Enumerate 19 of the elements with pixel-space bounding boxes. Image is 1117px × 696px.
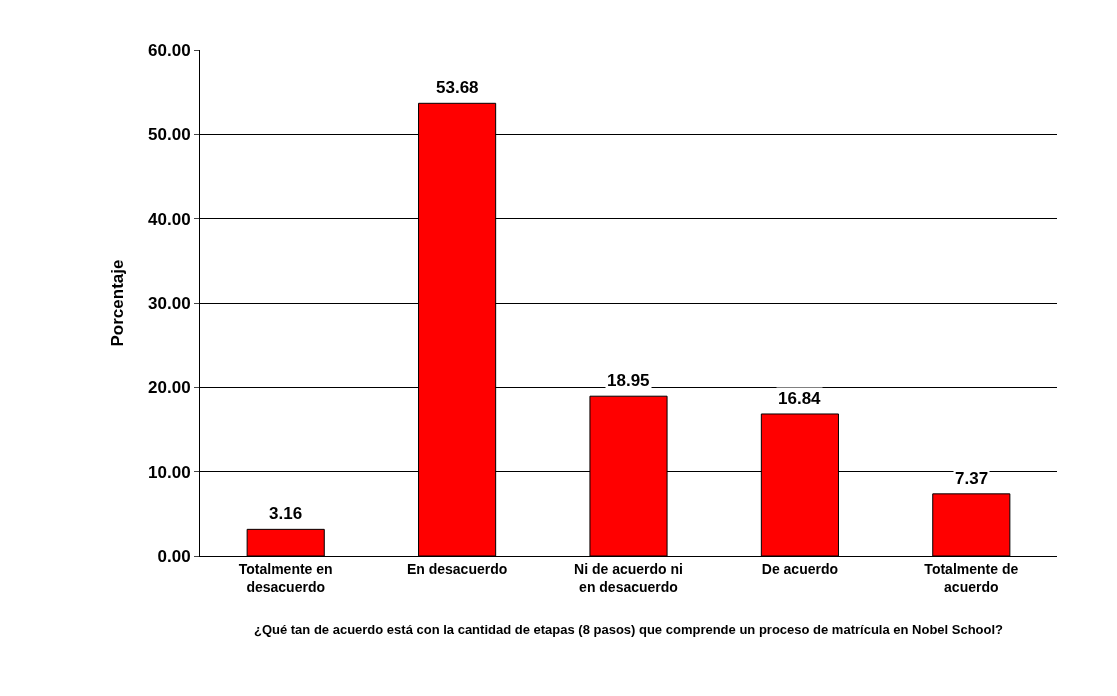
data-label: 18.95 xyxy=(607,371,650,390)
y-tick-label: 20.00 xyxy=(148,378,191,398)
x-tick-label: En desacuerdo xyxy=(406,560,508,577)
y-tick-label: 0.00 xyxy=(157,546,191,566)
y-tick-label: 50.00 xyxy=(148,125,191,145)
x-tick-label: De acuerdo xyxy=(761,560,839,577)
y-axis-title: Porcentaje xyxy=(107,259,127,347)
data-label: 16.84 xyxy=(778,389,822,408)
x-axis-title: ¿Qué tan de acuerdo está con la cantidad de etapas (8 pasos) que comprende un proceso de matrícula en Nobel School? xyxy=(253,621,1004,637)
y-tick-label: 30.00 xyxy=(148,293,191,313)
x-tick-label: Ni de acuerdo ni en desacuerdo xyxy=(574,560,683,595)
data-label: 3.16 xyxy=(269,504,303,523)
data-label: 53.68 xyxy=(436,78,479,97)
y-tick-label: 40.00 xyxy=(148,209,191,229)
y-tick-label: 60.00 xyxy=(148,40,191,60)
y-tick-label: 10.00 xyxy=(148,462,191,482)
x-tick-label: Totalmente en desacuerdo xyxy=(238,560,333,595)
x-tick-label: Totalmente de acuerdo xyxy=(924,560,1019,595)
data-label: 7.37 xyxy=(955,469,989,488)
